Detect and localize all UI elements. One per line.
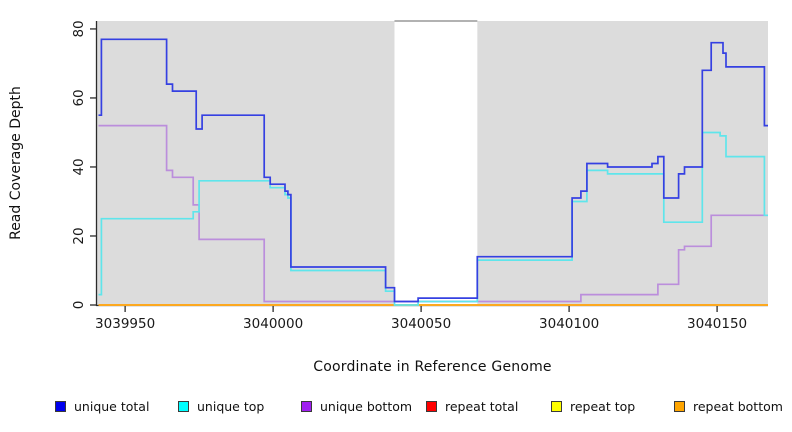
legend-label: repeat total <box>445 398 519 414</box>
legend-item-unique-total: unique total <box>55 398 149 414</box>
legend-label: unique top <box>197 398 265 414</box>
x-tick-label: 3040000 <box>243 316 303 332</box>
legend-item-repeat-total: repeat total <box>426 398 518 414</box>
legend-swatch-icon <box>301 400 312 412</box>
legend-swatch-icon <box>55 400 66 412</box>
no-coverage-gap <box>394 21 478 305</box>
legend-swatch-icon <box>674 400 685 412</box>
y-tick-label: 60 <box>71 89 87 106</box>
legend-item-unique-top: unique top <box>178 398 264 414</box>
y-tick-label: 80 <box>71 20 87 37</box>
legend-label: repeat top <box>570 398 636 414</box>
legend-item-unique-bottom: unique bottom <box>301 398 412 414</box>
y-axis-title: Read Coverage Depth <box>8 86 24 240</box>
series-line-unique-top <box>98 131 768 306</box>
legend-label: repeat bottom <box>693 398 783 414</box>
legend-swatch-icon <box>178 400 189 412</box>
legend: unique total unique top unique bottom repea… <box>0 395 792 419</box>
y-tick-label: 20 <box>71 227 87 244</box>
plot-canvas: 3039950 3040000 3040050 3040100 3040150 0 20 40… <box>71 20 768 332</box>
y-tick-label: 40 <box>71 158 87 175</box>
x-tick-label: 3040050 <box>391 316 451 332</box>
legend-label: unique total <box>74 398 150 414</box>
series-line-unique-total <box>98 38 768 303</box>
legend-swatch-icon <box>551 400 562 412</box>
legend-swatch-icon <box>426 400 437 412</box>
x-tick-label: 3040150 <box>687 316 747 332</box>
y-tick-label: 0 <box>71 301 87 310</box>
chart-area: 3039950 3040000 3040050 3040100 3040150 0 20 40… <box>8 20 768 375</box>
x-tick-label: 3039950 <box>95 316 155 332</box>
legend-item-repeat-bottom: repeat bottom <box>674 398 783 414</box>
x-tick-label: 3040100 <box>539 316 599 332</box>
legend-label: unique bottom <box>320 398 413 414</box>
legend-item-repeat-top: repeat top <box>551 398 635 414</box>
x-axis-title: Coordinate in Reference Genome <box>313 359 552 375</box>
